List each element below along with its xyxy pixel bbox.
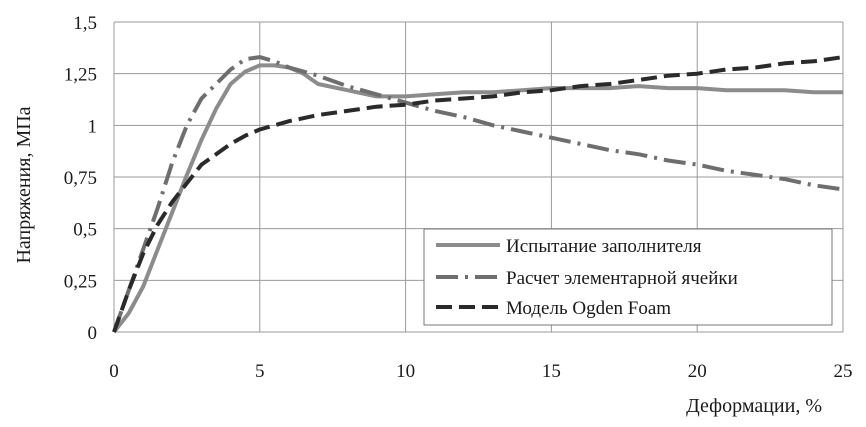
x-tick-label: 15 xyxy=(542,361,561,382)
legend-label-3: Модель Ogden Foam xyxy=(506,298,671,319)
series-lines xyxy=(112,55,844,334)
x-axis-ticks: 0 5 10 15 20 25 xyxy=(109,361,852,382)
y-tick-label: 0,75 xyxy=(64,168,97,189)
legend: Испытание заполнителя Расчет элементарно… xyxy=(423,228,833,326)
legend-label-1: Испытание заполнителя xyxy=(506,236,702,257)
legend-label-2: Расчет элементарной ячейки xyxy=(506,268,738,289)
x-tick-label: 20 xyxy=(688,361,707,382)
series-line-1 xyxy=(112,63,843,334)
y-tick-label: 0,5 xyxy=(73,220,97,241)
y-tick-label: 1,5 xyxy=(73,13,97,34)
x-axis-title: Деформации, % xyxy=(686,395,822,417)
x-tick-label: 10 xyxy=(396,361,415,382)
series-line-3 xyxy=(112,55,844,333)
y-tick-label: 0,25 xyxy=(64,271,97,292)
y-axis-title: Напряжения, МПа xyxy=(13,106,35,263)
x-tick-label: 25 xyxy=(834,361,853,382)
x-tick-label: 0 xyxy=(109,361,119,382)
y-axis-ticks: 0 0,25 0,5 0,75 1 1,25 1,5 xyxy=(64,13,97,344)
y-tick-label: 1 xyxy=(88,116,98,137)
series-line-2 xyxy=(112,55,844,333)
y-tick-label: 0 xyxy=(88,323,98,344)
y-tick-label: 1,25 xyxy=(64,65,97,86)
x-tick-label: 5 xyxy=(255,361,265,382)
